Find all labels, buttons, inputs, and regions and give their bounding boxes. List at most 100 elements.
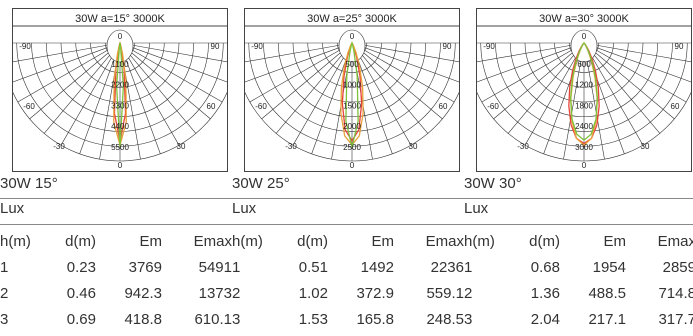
table-cell: 372.9 bbox=[356, 284, 394, 302]
table-cell: 2236 bbox=[430, 258, 464, 276]
table-cell: 1 bbox=[232, 258, 241, 276]
grid-spoke bbox=[585, 55, 605, 160]
angle-tick-label: 0 bbox=[350, 32, 355, 41]
table-row: 1 0.51 1492 2236 bbox=[232, 254, 464, 280]
table-row: 3 0.69 418.8 610.1 bbox=[0, 306, 232, 332]
table-cell: 0.68 bbox=[530, 258, 560, 276]
table-row: 1 0.68 1954 2859 bbox=[464, 254, 693, 280]
header-cell: Em bbox=[139, 232, 163, 250]
table-cell: 1373 bbox=[198, 284, 232, 302]
chart-title: 30W a=15° 3000K bbox=[75, 13, 165, 25]
grid-spoke bbox=[563, 55, 583, 160]
table-cell: 559.1 bbox=[426, 284, 464, 302]
header-cell: Emax bbox=[425, 232, 464, 250]
grid-spoke bbox=[311, 55, 348, 154]
beam-curve bbox=[569, 42, 599, 141]
header-cell: Em bbox=[603, 232, 627, 250]
table-row: 1 0.23 3769 5491 bbox=[0, 254, 232, 280]
grid-spoke bbox=[261, 51, 343, 120]
unit-label: Lux bbox=[0, 200, 25, 217]
table-row: 2 1.36 488.5 714.8 bbox=[464, 280, 693, 306]
grid-spoke bbox=[363, 49, 455, 103]
grid-spoke bbox=[245, 47, 340, 83]
angle-tick-label: 0 bbox=[350, 161, 355, 170]
angle-tick-label: -90 bbox=[483, 42, 495, 51]
grid-spoke bbox=[590, 54, 644, 146]
grid-spoke bbox=[364, 47, 459, 83]
header-cell: Emax bbox=[193, 232, 232, 250]
divider bbox=[232, 198, 464, 199]
polar-svg: 500 1000 1500 2000 2500 0 -30 30 -60 60 -90 90 0 30W … bbox=[245, 13, 459, 170]
table-cell: 3 bbox=[464, 310, 473, 328]
grid-spoke bbox=[360, 52, 429, 134]
table-cell: 610.1 bbox=[194, 310, 232, 328]
table-cell: 317.7 bbox=[658, 310, 693, 328]
header-cell: d(m) bbox=[65, 232, 96, 250]
header-cell: h(m) bbox=[0, 232, 31, 250]
table-header-row: h(m) d(m) Em Emax bbox=[464, 228, 693, 254]
grid-spoke bbox=[595, 49, 687, 103]
table-cell: 488.5 bbox=[588, 284, 626, 302]
radial-tick-label: 1000 bbox=[343, 81, 361, 90]
photometric-table-3: h(m) d(m) Em Emax 1 0.68 1954 2859 2 1.3… bbox=[464, 228, 693, 332]
angle-tick-label: -30 bbox=[285, 142, 297, 151]
grid-spoke bbox=[358, 54, 412, 146]
table-cell: 2 bbox=[232, 284, 241, 302]
angle-tick-label: -90 bbox=[19, 42, 31, 51]
polar-chart-3: 600 1200 1800 2400 3000 0 -30 30 -60 60 -90 90 0 30W … bbox=[476, 8, 692, 172]
polar-chart-1: 1100 2200 3300 4400 5500 0 -30 30 -60 60 -90 90 0 30W… bbox=[12, 8, 228, 172]
divider bbox=[232, 224, 464, 225]
radial-tick-label: 2400 bbox=[575, 122, 593, 131]
grid-spoke bbox=[128, 52, 197, 134]
angle-tick-label: -60 bbox=[23, 102, 35, 111]
table-cell: 3769 bbox=[128, 258, 162, 276]
beam-curve bbox=[115, 42, 125, 148]
grid-spoke bbox=[592, 52, 661, 134]
chart-title: 30W a=25° 3000K bbox=[307, 13, 397, 25]
table-cell: 165.8 bbox=[356, 310, 394, 328]
divider bbox=[464, 198, 693, 199]
grid-spoke bbox=[596, 47, 691, 83]
grid-spoke bbox=[493, 51, 575, 120]
table-row: 2 0.46 942.3 1373 bbox=[0, 280, 232, 306]
grid-spoke bbox=[79, 55, 116, 154]
grid-spoke bbox=[13, 47, 108, 83]
section-title: 30W 25° bbox=[232, 175, 290, 192]
table-cell: 2859 bbox=[662, 258, 693, 276]
angle-tick-label: -60 bbox=[487, 102, 499, 111]
table-cell: 2.04 bbox=[530, 310, 560, 328]
angle-tick-label: 0 bbox=[582, 32, 587, 41]
table-row: 3 2.04 217.1 317.7 bbox=[464, 306, 693, 332]
table-cell: 5491 bbox=[198, 258, 232, 276]
angle-tick-label: 0 bbox=[118, 32, 123, 41]
radial-tick-label: 1200 bbox=[575, 81, 593, 90]
header-cell: h(m) bbox=[232, 232, 263, 250]
grid-spoke bbox=[43, 52, 112, 134]
grid-spoke bbox=[596, 44, 691, 63]
radial-tick-label: 3000 bbox=[575, 143, 593, 152]
grid-spoke bbox=[292, 54, 346, 146]
angle-tick-label: 90 bbox=[443, 42, 452, 51]
polar-svg: 1100 2200 3300 4400 5500 0 -30 30 -60 60 -90 90 0 30W… bbox=[13, 13, 227, 170]
table-cell: 714.8 bbox=[658, 284, 693, 302]
angle-tick-label: 60 bbox=[207, 102, 216, 111]
section-title: 30W 15° bbox=[0, 175, 58, 192]
table-cell: 2 bbox=[464, 284, 473, 302]
table-cell: 0.69 bbox=[66, 310, 96, 328]
table-header-row: h(m) d(m) Em Emax bbox=[0, 228, 232, 254]
table-cell: 418.8 bbox=[124, 310, 162, 328]
grid-spoke bbox=[126, 54, 180, 146]
table-cell: 1.53 bbox=[298, 310, 328, 328]
grid-spoke bbox=[132, 47, 227, 83]
radial-tick-label: 2200 bbox=[111, 81, 129, 90]
angle-tick-label: -90 bbox=[251, 42, 263, 51]
divider bbox=[0, 198, 232, 199]
divider bbox=[0, 224, 232, 225]
table-cell: 0.46 bbox=[66, 284, 96, 302]
header-cell: h(m) bbox=[464, 232, 495, 250]
radial-tick-label: 1100 bbox=[111, 60, 129, 69]
table-row: 2 1.02 372.9 559.1 bbox=[232, 280, 464, 306]
angle-tick-label: 30 bbox=[177, 142, 186, 151]
radial-tick-label: 2500 bbox=[343, 143, 361, 152]
grid-spoke bbox=[245, 44, 340, 63]
